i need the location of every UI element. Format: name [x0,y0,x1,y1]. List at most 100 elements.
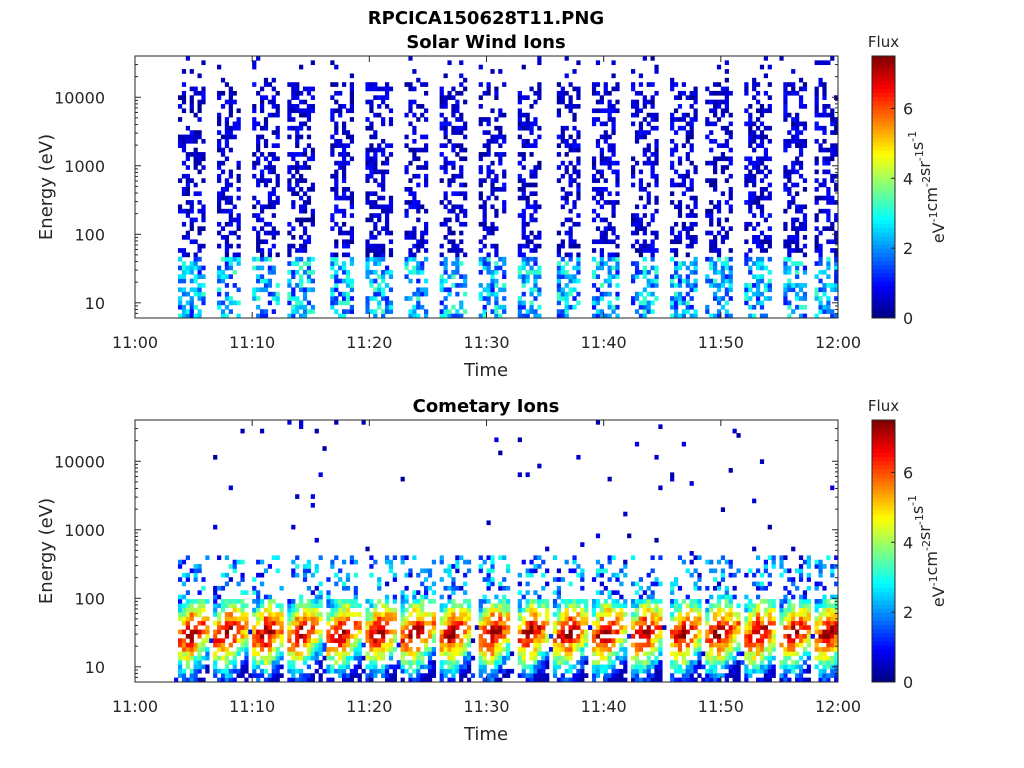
spectrogram-cell [217,147,222,153]
spectrogram-cell [451,112,456,118]
spectrogram-cell [517,612,522,617]
spectrogram-cell [576,182,581,188]
spectrogram-cell [517,152,522,157]
spectrogram-cell [685,291,690,297]
spectrogram-cell [791,221,796,227]
spectrogram-cell [502,603,507,609]
spectrogram-cell [599,581,604,587]
spectrogram-cell [607,278,612,284]
colorbar-swatch [872,219,895,225]
spectrogram-cell [408,187,413,192]
spectrogram-cell [591,86,597,92]
spectrogram-cell [759,104,765,109]
spectrogram-cell [365,607,370,613]
spectrogram-cell [755,169,761,175]
spectrogram-cell [478,195,483,201]
colorbar-swatch [872,252,895,257]
spectrogram-cell [603,655,608,661]
spectrogram-cell [349,655,355,661]
spectrogram-cell [310,502,315,508]
spectrogram-cell [236,668,241,674]
spectrogram-cell [197,633,202,639]
spectrogram-cell [463,616,468,622]
spectrogram-cell [424,673,429,678]
spectrogram-cell [209,638,214,643]
spectrogram-cell [599,309,604,314]
spectrogram-cell [603,664,608,670]
spectrogram-cell [334,651,339,657]
spectrogram-cell [752,165,757,170]
spectrogram-cell [177,248,183,253]
spectrogram-cell [482,642,487,648]
spectrogram-cell [287,125,292,131]
spectrogram-cell [755,156,761,162]
spectrogram-cell [447,217,452,223]
spectrogram-cell [357,638,362,643]
spectrogram-cell [287,261,292,266]
spectrogram-cell [552,620,558,626]
spectrogram-cell [240,668,245,674]
spectrogram-cell [334,239,339,245]
spectrogram-cell [334,668,339,674]
spectrogram-cell [189,178,194,183]
spectrogram-cell [529,559,534,565]
spectrogram-cell [244,590,249,595]
spectrogram-cell [181,616,187,622]
spectrogram-cell [834,256,839,262]
spectrogram-cell [677,300,683,306]
spectrogram-cell [341,677,347,683]
spectrogram-cell [802,235,808,240]
spectrogram-cell [638,90,644,96]
spectrogram-cell [259,152,265,157]
spectrogram-cell [752,313,757,319]
spectrogram-cell [517,607,522,613]
spectrogram-cell [611,213,616,218]
spectrogram-cell [490,564,495,569]
spectrogram-cell [642,304,647,310]
spectrogram-cell [802,221,808,227]
spectrogram-cell [599,568,604,574]
spectrogram-cell [607,90,612,96]
spectrogram-cell [681,125,686,131]
spectrogram-cell [318,642,323,648]
spectrogram-cell [556,230,562,236]
spectrogram-cell [576,269,581,275]
spectrogram-cell [709,221,714,227]
spectrogram-cell [420,677,425,683]
spectrogram-cell [373,664,378,670]
spectrogram-cell [443,156,448,162]
spectrogram-cell [713,235,718,240]
spectrogram-cell [724,165,729,170]
spectrogram-cell [705,278,710,284]
spectrogram-cell [802,138,808,144]
spectrogram-cell [572,677,577,683]
spectrogram-cell [607,607,612,613]
spectrogram-cell [271,112,276,118]
spectrogram-cell [517,178,522,183]
spectrogram-cell [345,160,351,166]
colorbar-swatch [872,236,895,241]
spectrogram-cell [654,178,659,183]
spectrogram-cell [826,187,831,192]
spectrogram-cell [381,642,386,648]
spectrogram-cell [654,173,659,179]
spectrogram-cell [693,256,698,262]
spectrogram-cell [224,261,230,266]
spectrogram-cell [591,660,597,665]
spectrogram-cell [486,673,491,678]
spectrogram-cell [724,60,729,66]
spectrogram-cell [217,200,222,205]
spectrogram-cell [431,620,437,626]
spectrogram-cell [783,173,788,179]
colorbar-swatch [872,88,895,94]
spectrogram-cell [189,217,194,223]
spectrogram-cell [334,278,339,284]
spectrogram-cell [193,152,198,157]
spectrogram-cell [267,200,272,205]
spectrogram-cell [388,677,394,683]
spectrogram-cell [236,165,241,170]
spectrogram-cell [427,664,433,670]
spectrogram-cell [310,620,315,626]
spectrogram-cell [552,629,558,635]
